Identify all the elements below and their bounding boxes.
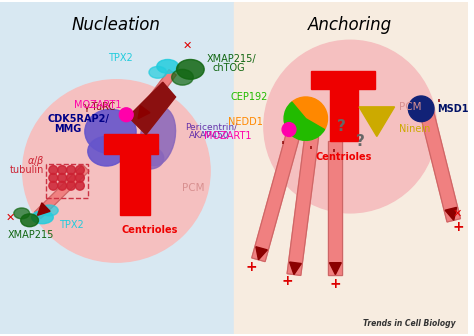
Polygon shape — [328, 141, 342, 275]
Ellipse shape — [23, 80, 210, 262]
Circle shape — [66, 166, 75, 174]
Text: NEDD1: NEDD1 — [228, 117, 264, 127]
Ellipse shape — [85, 109, 136, 154]
Ellipse shape — [177, 59, 204, 79]
Text: XMAP215: XMAP215 — [8, 230, 54, 240]
Circle shape — [49, 173, 58, 182]
Wedge shape — [284, 102, 325, 140]
Text: MMG: MMG — [54, 124, 82, 133]
Text: γ-TuRC: γ-TuRC — [84, 102, 117, 112]
Ellipse shape — [140, 107, 175, 166]
Polygon shape — [418, 100, 460, 222]
Circle shape — [49, 181, 58, 190]
Polygon shape — [290, 262, 301, 275]
Text: +: + — [453, 220, 465, 234]
Text: +: + — [281, 275, 293, 288]
Polygon shape — [252, 130, 301, 262]
Text: Centrioles: Centrioles — [122, 225, 178, 235]
Text: AKAP450: AKAP450 — [190, 131, 230, 140]
Ellipse shape — [32, 211, 53, 224]
Text: ': ' — [437, 98, 441, 111]
Text: tubulin: tubulin — [10, 165, 45, 175]
Text: ✕: ✕ — [183, 41, 192, 51]
Text: CDK5RAP2/: CDK5RAP2/ — [47, 114, 109, 124]
Text: MOZART1: MOZART1 — [204, 131, 252, 141]
Text: PCM: PCM — [400, 102, 422, 112]
Circle shape — [75, 173, 84, 182]
Text: ': ' — [331, 148, 336, 161]
Text: ': ' — [281, 140, 285, 153]
Text: Trends in Cell Biology: Trends in Cell Biology — [363, 319, 456, 328]
Polygon shape — [135, 70, 176, 121]
Polygon shape — [287, 135, 319, 276]
Circle shape — [66, 173, 75, 182]
Text: ': ' — [309, 145, 313, 158]
Text: +: + — [329, 278, 341, 291]
Bar — [104, 134, 158, 154]
Circle shape — [58, 181, 66, 190]
Ellipse shape — [14, 208, 29, 219]
Text: $\alpha/\beta$: $\alpha/\beta$ — [27, 154, 45, 168]
Text: ✕: ✕ — [453, 208, 462, 218]
Bar — [0, 2, 234, 334]
Bar — [234, 2, 467, 334]
Text: XMAP215/: XMAP215/ — [207, 54, 257, 65]
Ellipse shape — [157, 59, 179, 73]
Circle shape — [282, 123, 296, 136]
Ellipse shape — [88, 136, 125, 166]
Text: Pericentrin/: Pericentrin/ — [185, 122, 237, 131]
Text: TPX2: TPX2 — [109, 52, 133, 62]
Polygon shape — [359, 107, 394, 136]
Ellipse shape — [21, 214, 38, 227]
Ellipse shape — [136, 147, 164, 169]
Text: Anchoring: Anchoring — [308, 16, 392, 34]
Text: TPX2: TPX2 — [59, 220, 84, 230]
Text: MSD1: MSD1 — [437, 104, 468, 114]
Polygon shape — [128, 82, 175, 134]
Text: ?: ? — [356, 134, 365, 149]
Circle shape — [119, 108, 133, 122]
Text: +: + — [246, 260, 257, 274]
Circle shape — [58, 166, 66, 174]
Polygon shape — [138, 106, 150, 119]
Circle shape — [49, 166, 58, 174]
Polygon shape — [35, 165, 89, 218]
Bar — [46, 164, 88, 198]
Text: ✕: ✕ — [5, 212, 15, 222]
Text: Nucleation: Nucleation — [72, 16, 161, 34]
Polygon shape — [37, 203, 50, 215]
Text: ?: ? — [337, 119, 346, 134]
Ellipse shape — [149, 67, 167, 78]
Circle shape — [58, 173, 66, 182]
Text: Ninein: Ninein — [400, 124, 431, 133]
Ellipse shape — [264, 40, 437, 213]
Circle shape — [75, 166, 84, 174]
Text: PCM: PCM — [182, 183, 205, 193]
Circle shape — [75, 181, 84, 190]
Ellipse shape — [40, 205, 58, 216]
Text: Centrioles: Centrioles — [315, 152, 372, 162]
Text: CEP192: CEP192 — [231, 92, 268, 102]
Ellipse shape — [172, 69, 193, 85]
Circle shape — [66, 181, 75, 190]
Text: MOZART1: MOZART1 — [74, 100, 121, 110]
Circle shape — [409, 96, 434, 122]
Bar — [311, 71, 375, 89]
Text: chTOG: chTOG — [212, 64, 245, 73]
Bar — [330, 87, 358, 141]
Polygon shape — [256, 247, 267, 260]
Bar — [120, 154, 150, 215]
Polygon shape — [445, 207, 456, 220]
Polygon shape — [329, 263, 341, 275]
Wedge shape — [292, 97, 328, 130]
